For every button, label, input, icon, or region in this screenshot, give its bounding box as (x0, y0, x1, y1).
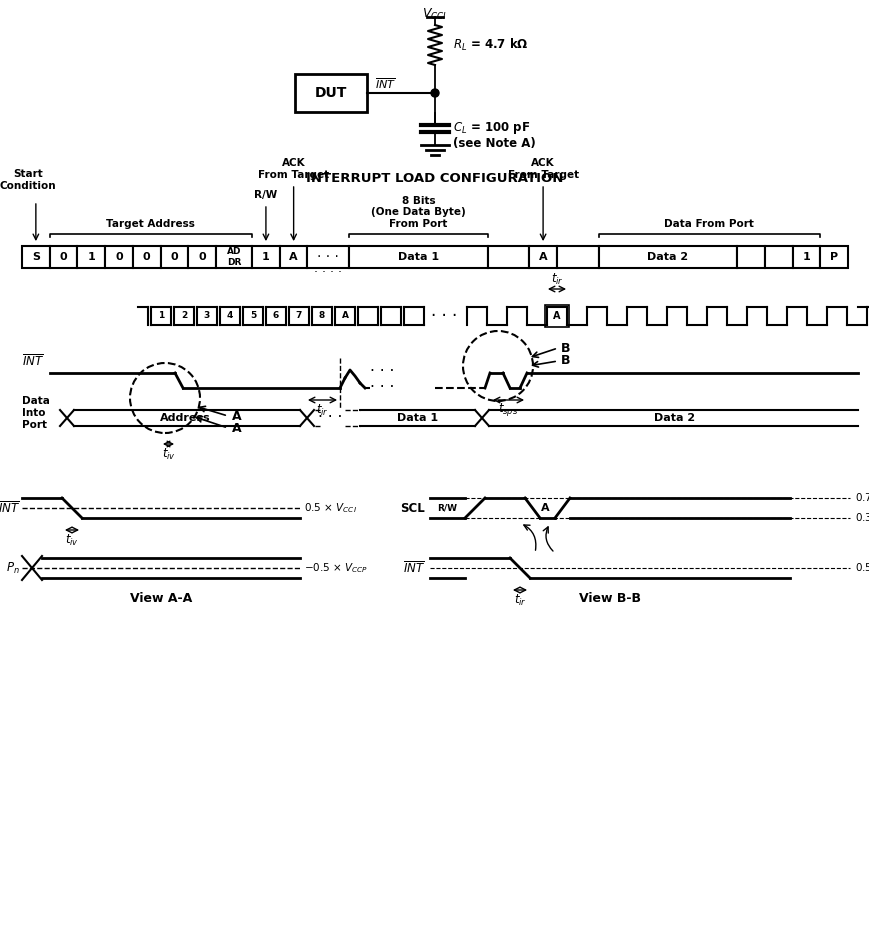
Text: $R_L$ = 4.7 kΩ: $R_L$ = 4.7 kΩ (453, 37, 528, 53)
Text: 6: 6 (273, 312, 279, 321)
Bar (556, 246, 598, 268)
Text: Data
Into
Port: Data Into Port (22, 397, 50, 429)
Text: 7: 7 (295, 312, 302, 321)
Text: SCL: SCL (400, 502, 425, 514)
Text: ACK
From Target: ACK From Target (507, 159, 578, 180)
Text: B: B (561, 355, 570, 368)
Text: 0: 0 (198, 252, 206, 262)
Text: 0: 0 (143, 252, 150, 262)
Text: 0: 0 (115, 252, 123, 262)
Bar (598, 246, 736, 268)
Text: 1: 1 (262, 252, 269, 262)
Text: 0.7 × $V_{CCI}$: 0.7 × $V_{CCI}$ (854, 491, 869, 505)
Text: View B-B: View B-B (579, 592, 640, 605)
Text: Address: Address (160, 413, 210, 423)
Text: · · ·: · · · (430, 307, 456, 325)
Text: S: S (32, 252, 40, 262)
Text: Data 2: Data 2 (653, 413, 694, 423)
Text: A: A (540, 503, 548, 513)
Text: B: B (561, 341, 570, 355)
Text: $t_{ir}$: $t_{ir}$ (315, 402, 328, 418)
Text: $P_n$: $P_n$ (6, 561, 20, 576)
Text: $C_L$ = 100 pF
(see Note A): $C_L$ = 100 pF (see Note A) (453, 119, 535, 150)
Text: $\overline{INT}$: $\overline{INT}$ (22, 354, 44, 369)
Text: 1: 1 (801, 252, 809, 262)
Text: A: A (538, 252, 547, 262)
Text: INTERRUPT LOAD CONFIGURATION: INTERRUPT LOAD CONFIGURATION (306, 172, 563, 185)
Text: Data 1: Data 1 (397, 252, 439, 262)
Bar (216, 246, 252, 268)
Bar (488, 246, 528, 268)
Text: R/W: R/W (254, 190, 277, 200)
Text: $t_{iv}$: $t_{iv}$ (162, 447, 176, 462)
Bar (133, 246, 161, 268)
Text: 0.5 × $V_{CCI}$: 0.5 × $V_{CCI}$ (303, 501, 356, 515)
Text: 0: 0 (60, 252, 67, 262)
Bar (792, 246, 819, 268)
Text: $t_{sps}$: $t_{sps}$ (498, 401, 518, 419)
Text: 8 Bits
(One Data Byte)
From Port: 8 Bits (One Data Byte) From Port (370, 196, 465, 229)
Text: 0.3 × $V_{CCI}$: 0.3 × $V_{CCI}$ (854, 511, 869, 525)
Text: 5: 5 (249, 312, 255, 321)
Text: · · ·: · · · (369, 381, 394, 396)
Bar (544, 305, 568, 327)
Bar (50, 246, 77, 268)
Bar (528, 246, 556, 268)
Bar (348, 246, 488, 268)
Bar (252, 246, 280, 268)
Text: $t_{ir}$: $t_{ir}$ (550, 272, 563, 286)
Text: 3: 3 (203, 312, 210, 321)
Text: −0.5 × $V_{CCP}$: −0.5 × $V_{CCP}$ (303, 561, 368, 575)
Text: R/W: R/W (436, 504, 456, 512)
Bar (22, 246, 50, 268)
Bar (280, 246, 307, 268)
Text: $V_{CCI}$: $V_{CCI}$ (422, 7, 447, 22)
Text: · · · ·: · · · · (314, 266, 342, 278)
Text: A: A (232, 422, 242, 435)
Text: Target Address: Target Address (106, 219, 196, 229)
Text: A: A (289, 252, 297, 262)
Bar (161, 246, 188, 268)
Bar (736, 246, 764, 268)
Text: · · ·: · · · (317, 250, 339, 264)
Text: $t_{ir}$: $t_{ir}$ (513, 592, 526, 607)
Circle shape (430, 89, 439, 97)
Text: $t_{iv}$: $t_{iv}$ (65, 533, 79, 548)
Text: Start
Condition: Start Condition (0, 170, 56, 191)
Bar (819, 246, 847, 268)
Bar (764, 246, 792, 268)
Text: 8: 8 (319, 312, 325, 321)
Bar (295, 74, 367, 112)
Text: DUT: DUT (315, 86, 347, 100)
Text: 0: 0 (170, 252, 178, 262)
Text: Data From Port: Data From Port (664, 219, 753, 229)
Text: View A-A: View A-A (129, 592, 192, 605)
Text: $\overline{INT}$: $\overline{INT}$ (402, 560, 425, 576)
Text: P: P (829, 252, 837, 262)
Text: 2: 2 (181, 312, 187, 321)
Text: 1: 1 (157, 312, 164, 321)
Text: · · ·: · · · (369, 364, 394, 379)
Text: Data 1: Data 1 (397, 413, 438, 423)
Text: Data 2: Data 2 (647, 252, 687, 262)
Text: 4: 4 (227, 312, 233, 321)
Text: 0.5 × $V_{CCI}$: 0.5 × $V_{CCI}$ (854, 561, 869, 575)
Text: A: A (553, 311, 561, 321)
Text: AD
DR: AD DR (227, 247, 241, 267)
Text: · · ·: · · · (317, 411, 342, 425)
Text: $\overline{INT}$: $\overline{INT}$ (0, 500, 20, 516)
Bar (188, 246, 216, 268)
Text: A: A (342, 312, 348, 321)
Bar (77, 246, 105, 268)
Text: A: A (232, 410, 242, 423)
Text: $\overline{INT}$: $\overline{INT}$ (375, 77, 395, 91)
Bar (307, 246, 348, 268)
Text: ACK
From Target: ACK From Target (258, 159, 328, 180)
Bar (105, 246, 133, 268)
Text: 1: 1 (87, 252, 95, 262)
